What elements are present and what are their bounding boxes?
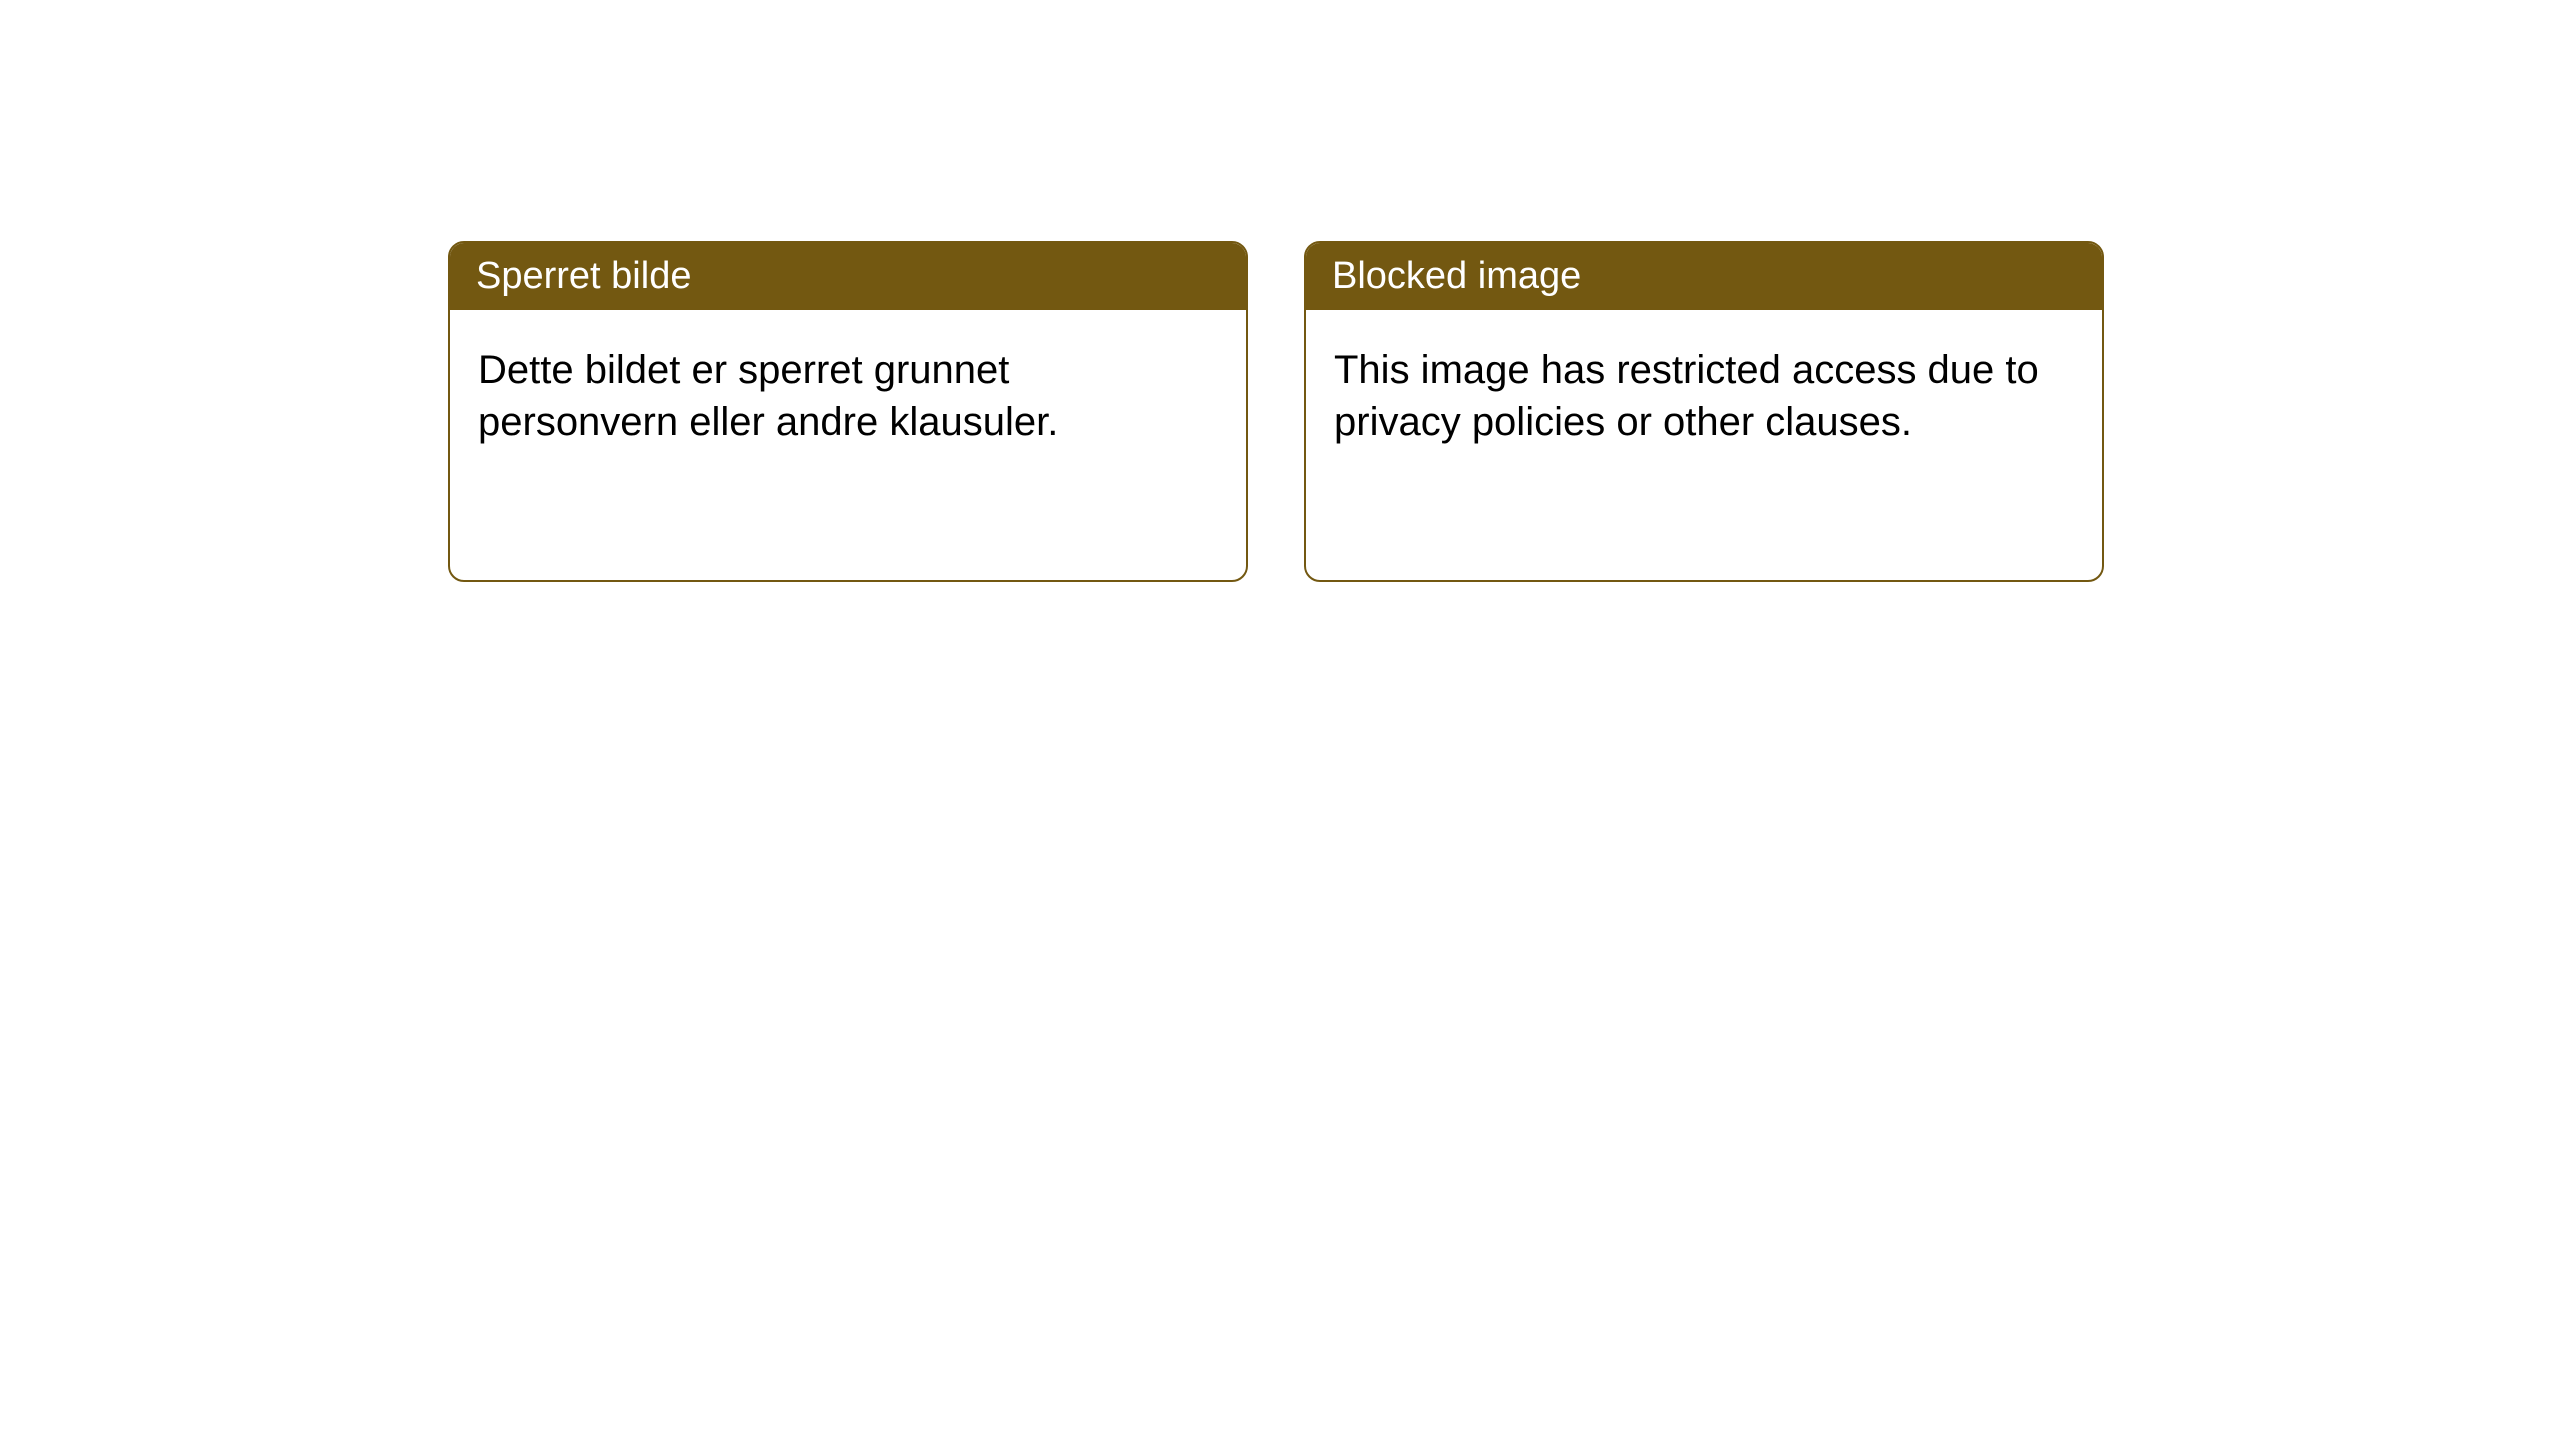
notice-card-no: Sperret bilde Dette bildet er sperret gr… [448,241,1248,582]
notice-card-en: Blocked image This image has restricted … [1304,241,2104,582]
notice-body-no: Dette bildet er sperret grunnet personve… [450,310,1246,580]
notice-header-no: Sperret bilde [450,243,1246,310]
notice-body-en: This image has restricted access due to … [1306,310,2102,580]
notice-container: Sperret bilde Dette bildet er sperret gr… [448,241,2104,582]
notice-header-en: Blocked image [1306,243,2102,310]
